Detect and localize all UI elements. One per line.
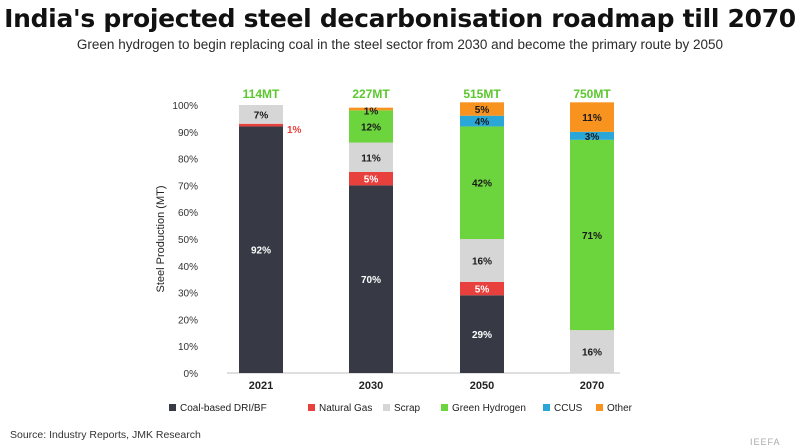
legend-label-scrap: Scrap <box>394 403 421 414</box>
bar-segment-coal-2050 <box>460 295 504 373</box>
bar-segment-green_hydrogen-2070 <box>570 139 614 331</box>
legend-swatch-ccus <box>543 404 550 411</box>
y-tick-label: 40% <box>178 262 198 273</box>
x-tick-label-2050: 2050 <box>470 380 494 392</box>
total-label-2030: 227MT <box>352 87 390 101</box>
x-tick-label-2021: 2021 <box>249 380 273 392</box>
legend-label-green_hydrogen: Green Hydrogen <box>452 403 526 414</box>
bar-segment-coal-2021 <box>239 126 283 373</box>
bar-segment-scrap-2021 <box>239 105 283 124</box>
source-note: Source: Industry Reports, JMK Research <box>10 429 201 441</box>
data-label-scrap-2021: 7% <box>254 110 269 121</box>
data-label-other-2030: 1% <box>364 107 379 118</box>
data-label-green_hydrogen-2070: 71% <box>582 231 602 242</box>
bar-segment-natural_gas-2050 <box>460 281 504 296</box>
data-label-other-2070: 11% <box>582 113 602 124</box>
y-tick-label: 90% <box>178 128 198 139</box>
y-tick-label: 30% <box>178 289 198 300</box>
y-tick-label: 60% <box>178 208 198 219</box>
bar-segment-ccus-2050 <box>460 115 504 127</box>
bar-segment-coal-2030 <box>349 185 393 373</box>
y-tick-label: 50% <box>178 235 198 246</box>
data-label-green_hydrogen-2030: 12% <box>361 122 381 133</box>
y-tick-label: 0% <box>184 369 199 380</box>
data-label-natural_gas-2030: 5% <box>364 175 379 186</box>
bar-segment-other-2070 <box>570 102 614 132</box>
chart-subtitle: Green hydrogen to begin replacing coal i… <box>76 37 724 52</box>
chart-title: India's projected steel decarbonisation … <box>4 4 796 33</box>
total-label-2070: 750MT <box>573 87 611 101</box>
y-tick-label: 100% <box>172 101 198 112</box>
legend-label-natural_gas: Natural Gas <box>319 403 372 414</box>
data-label-coal-2021: 92% <box>251 246 271 257</box>
data-label-natural_gas-2021: 1% <box>287 125 302 136</box>
data-label-scrap-2050: 16% <box>472 256 492 267</box>
data-label-ccus-2050: 4% <box>475 117 490 128</box>
legend-label-coal: Coal-based DRI/BF <box>180 403 267 414</box>
legend-swatch-scrap <box>383 404 390 411</box>
bar-segment-scrap-2030 <box>349 142 393 172</box>
y-tick-label: 80% <box>178 155 198 166</box>
data-label-green_hydrogen-2050: 42% <box>472 179 492 190</box>
data-label-natural_gas-2050: 5% <box>475 285 490 296</box>
data-label-coal-2050: 29% <box>472 330 492 341</box>
legend-swatch-coal <box>169 404 176 411</box>
legend-swatch-other <box>596 404 603 411</box>
data-label-coal-2030: 70% <box>361 275 381 286</box>
watermark: IEEFA <box>750 437 781 447</box>
bar-segment-scrap-2050 <box>460 239 504 282</box>
bar-segment-other-2030 <box>349 107 393 111</box>
bar-segment-scrap-2070 <box>570 330 614 373</box>
legend-swatch-green_hydrogen <box>441 404 448 411</box>
y-tick-label: 10% <box>178 342 198 353</box>
legend-label-other: Other <box>607 403 633 414</box>
y-tick-label: 70% <box>178 181 198 192</box>
total-label-2050: 515MT <box>463 87 501 101</box>
y-tick-label: 20% <box>178 315 198 326</box>
x-tick-label-2070: 2070 <box>580 380 604 392</box>
bar-segment-green_hydrogen-2030 <box>349 110 393 143</box>
x-tick-label-2030: 2030 <box>359 380 383 392</box>
legend-swatch-natural_gas <box>308 404 315 411</box>
legend-label-ccus: CCUS <box>554 403 583 414</box>
bar-segment-ccus-2070 <box>570 131 614 140</box>
data-label-ccus-2070: 3% <box>585 132 600 143</box>
data-label-other-2050: 5% <box>475 105 490 116</box>
data-label-scrap-2070: 16% <box>582 348 602 359</box>
data-label-scrap-2030: 11% <box>361 153 381 164</box>
bar-segment-green_hydrogen-2050 <box>460 126 504 239</box>
bar-segment-other-2050 <box>460 102 504 116</box>
y-axis-label: Steel Production (MT) <box>155 186 167 293</box>
bar-segment-natural_gas-2030 <box>349 172 393 186</box>
total-label-2021: 114MT <box>243 87 280 101</box>
bar-segment-natural_gas-2021 <box>239 123 283 127</box>
